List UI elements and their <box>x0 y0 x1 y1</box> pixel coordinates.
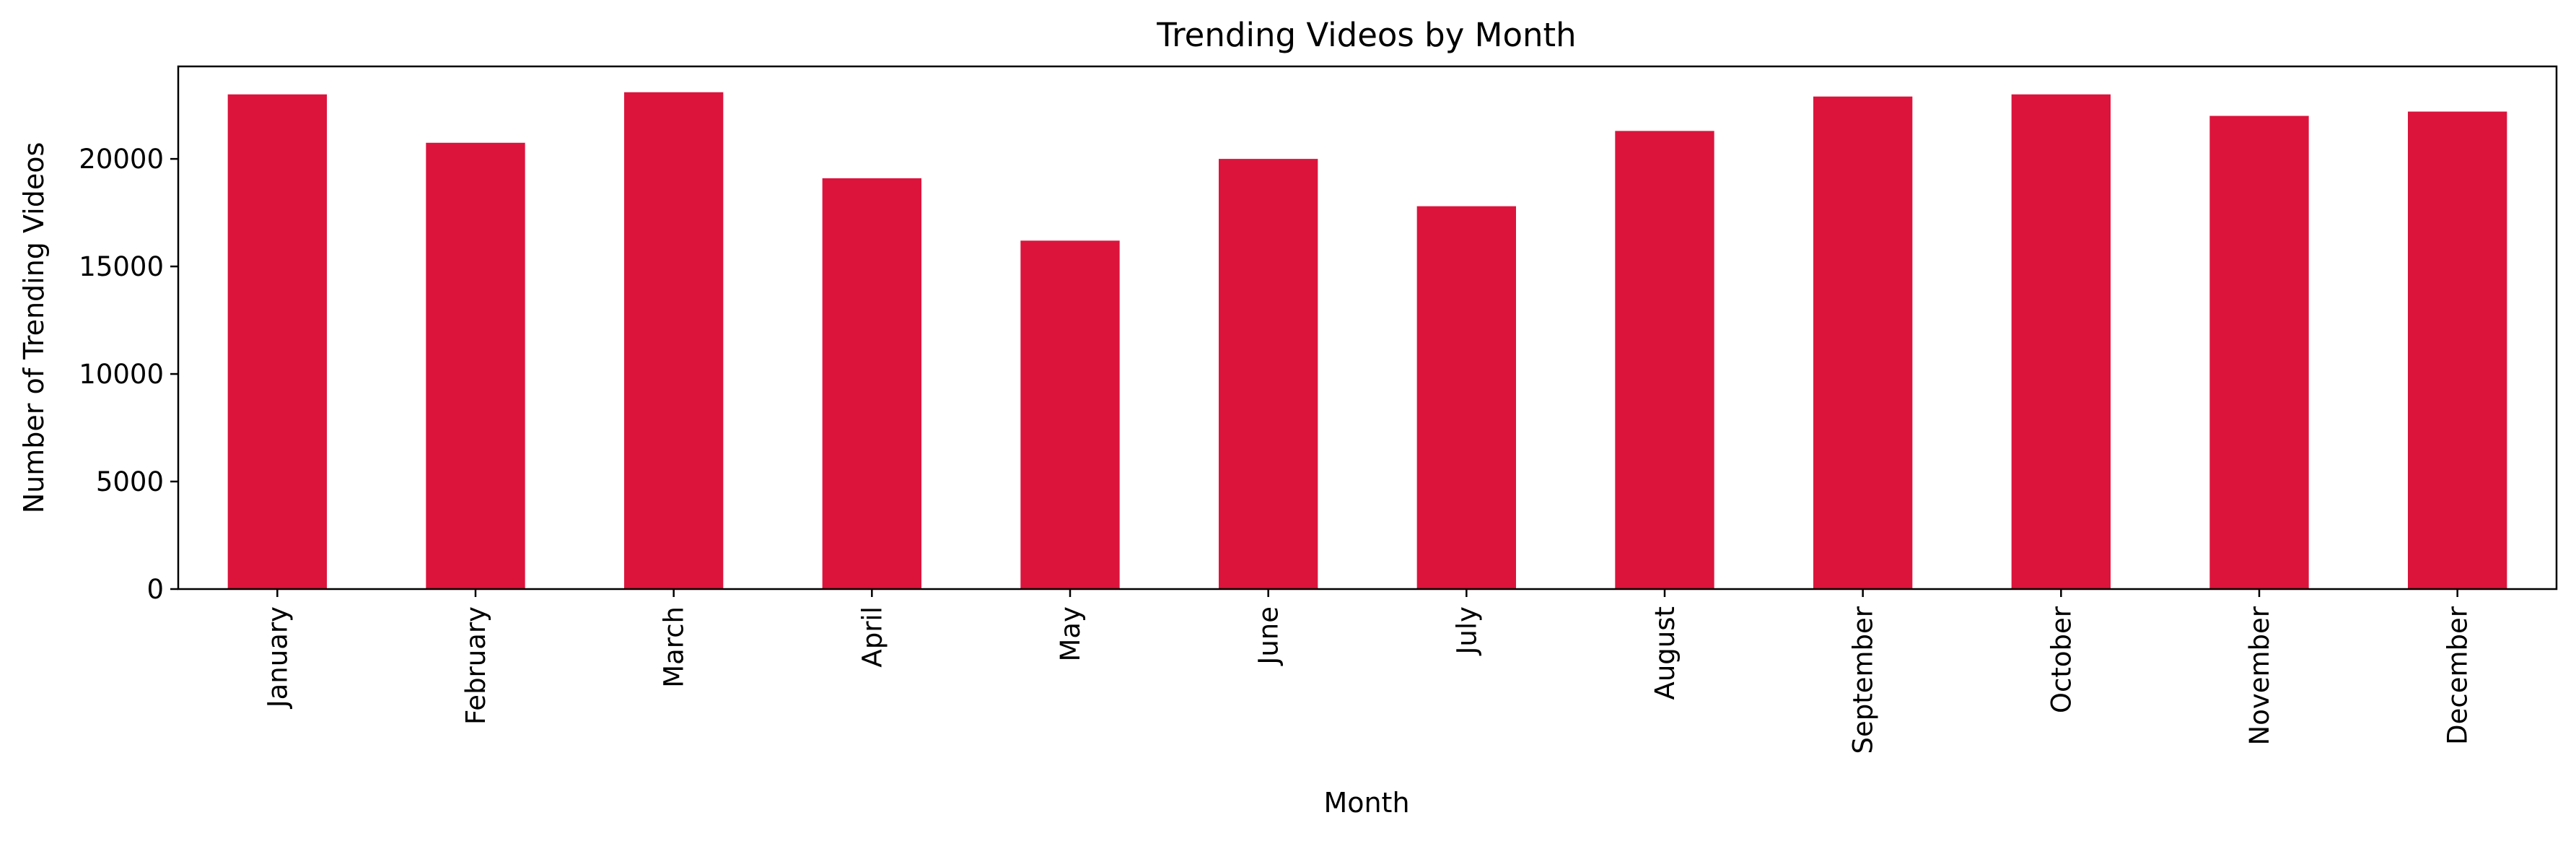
bar-february <box>426 142 525 590</box>
x-axis-label: Month <box>1323 787 1409 819</box>
x-tick-label: September <box>1848 606 1879 754</box>
x-tick-label: October <box>2046 606 2077 713</box>
y-axis-label: Number of Trending Videos <box>18 142 50 514</box>
x-tick-label: May <box>1055 606 1086 662</box>
plot-area-frame <box>177 65 2558 591</box>
x-tick-label: August <box>1650 606 1681 700</box>
bar-june <box>1219 159 1318 589</box>
bar-october <box>2011 94 2111 589</box>
x-axis-ticks: January February March April May June July Augu… <box>262 589 2474 754</box>
bar-july <box>1416 206 1516 589</box>
x-tick-label: July <box>1451 606 1482 656</box>
y-tick-label: 5000 <box>96 466 164 497</box>
bar-september <box>1813 96 1913 590</box>
y-tick-label: 15000 <box>79 251 164 282</box>
x-tick-label: November <box>2244 606 2275 745</box>
y-tick-label: 20000 <box>79 144 164 175</box>
bar-november <box>2209 116 2309 590</box>
bar-december <box>2408 111 2507 590</box>
y-tick-label: 0 <box>146 574 164 605</box>
y-tick-label: 10000 <box>79 359 164 390</box>
x-tick-label: March <box>659 606 690 688</box>
x-tick-label: June <box>1253 606 1284 666</box>
y-axis-ticks: 0 5000 10000 15000 20000 <box>79 144 178 605</box>
bar-may <box>1020 240 1120 589</box>
bar-april <box>822 178 921 589</box>
x-tick-label: April <box>857 606 888 668</box>
bar-january <box>227 94 327 589</box>
bar-august <box>1615 131 1714 590</box>
bar-march <box>624 92 724 589</box>
bars-group <box>227 92 2507 590</box>
x-tick-label: January <box>262 606 293 709</box>
chart-title: Trending Videos by Month <box>1156 16 1576 54</box>
x-tick-label: December <box>2443 606 2474 745</box>
x-tick-label: February <box>460 606 491 725</box>
